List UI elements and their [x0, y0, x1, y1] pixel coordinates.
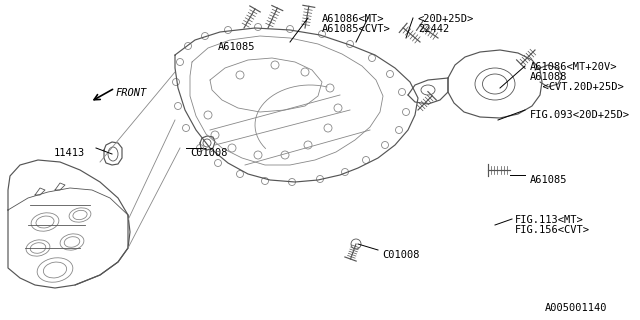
Text: A61088: A61088 [530, 72, 568, 82]
Text: FIG.113<MT>: FIG.113<MT> [515, 215, 584, 225]
Text: A61086<MT+20V>: A61086<MT+20V> [530, 62, 618, 72]
Text: FIG.156<CVT>: FIG.156<CVT> [515, 225, 590, 235]
Text: C01008: C01008 [382, 250, 419, 260]
Text: FIG.093<20D+25D>: FIG.093<20D+25D> [530, 110, 630, 120]
Text: 11413: 11413 [54, 148, 85, 158]
Text: A61086<MT>: A61086<MT> [322, 14, 385, 24]
Text: <20D+25D>: <20D+25D> [418, 14, 474, 24]
Text: FRONT: FRONT [116, 88, 147, 98]
Text: C01008: C01008 [190, 148, 227, 158]
Text: A61085<CVT>: A61085<CVT> [322, 24, 391, 34]
Text: A61085: A61085 [218, 42, 255, 52]
Text: A005001140: A005001140 [545, 303, 607, 313]
Text: A61085: A61085 [530, 175, 568, 185]
Text: <CVT.20D+25D>: <CVT.20D+25D> [530, 82, 624, 92]
Text: 22442: 22442 [418, 24, 449, 34]
